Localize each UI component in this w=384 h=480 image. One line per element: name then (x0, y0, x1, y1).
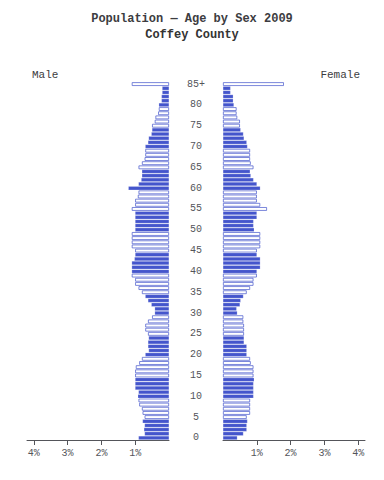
svg-text:60: 60 (190, 183, 202, 194)
svg-text:0: 0 (193, 432, 199, 443)
svg-text:4%: 4% (28, 448, 40, 459)
svg-text:45: 45 (190, 245, 202, 256)
svg-text:75: 75 (190, 120, 202, 131)
svg-text:25: 25 (190, 328, 202, 339)
svg-text:35: 35 (190, 287, 202, 298)
svg-text:40: 40 (190, 266, 202, 277)
svg-text:Coffey County: Coffey County (145, 28, 239, 42)
svg-text:5: 5 (193, 412, 199, 423)
svg-text:55: 55 (190, 203, 202, 214)
svg-text:85+: 85+ (187, 79, 205, 90)
svg-text:15: 15 (190, 370, 202, 381)
svg-text:70: 70 (190, 141, 202, 152)
svg-text:1%: 1% (129, 448, 141, 459)
svg-text:3%: 3% (318, 448, 330, 459)
svg-text:30: 30 (190, 308, 202, 319)
svg-text:2%: 2% (285, 448, 297, 459)
svg-text:50: 50 (190, 224, 202, 235)
svg-text:65: 65 (190, 162, 202, 173)
svg-text:Female: Female (320, 69, 360, 81)
svg-text:3%: 3% (62, 448, 74, 459)
svg-text:1%: 1% (251, 448, 263, 459)
svg-text:10: 10 (190, 391, 202, 402)
svg-text:4%: 4% (352, 448, 364, 459)
svg-text:80: 80 (190, 99, 202, 110)
svg-text:2%: 2% (95, 448, 107, 459)
svg-text:Male: Male (32, 69, 58, 81)
svg-text:20: 20 (190, 349, 202, 360)
svg-text:Population — Age by Sex 2009: Population — Age by Sex 2009 (91, 12, 293, 26)
